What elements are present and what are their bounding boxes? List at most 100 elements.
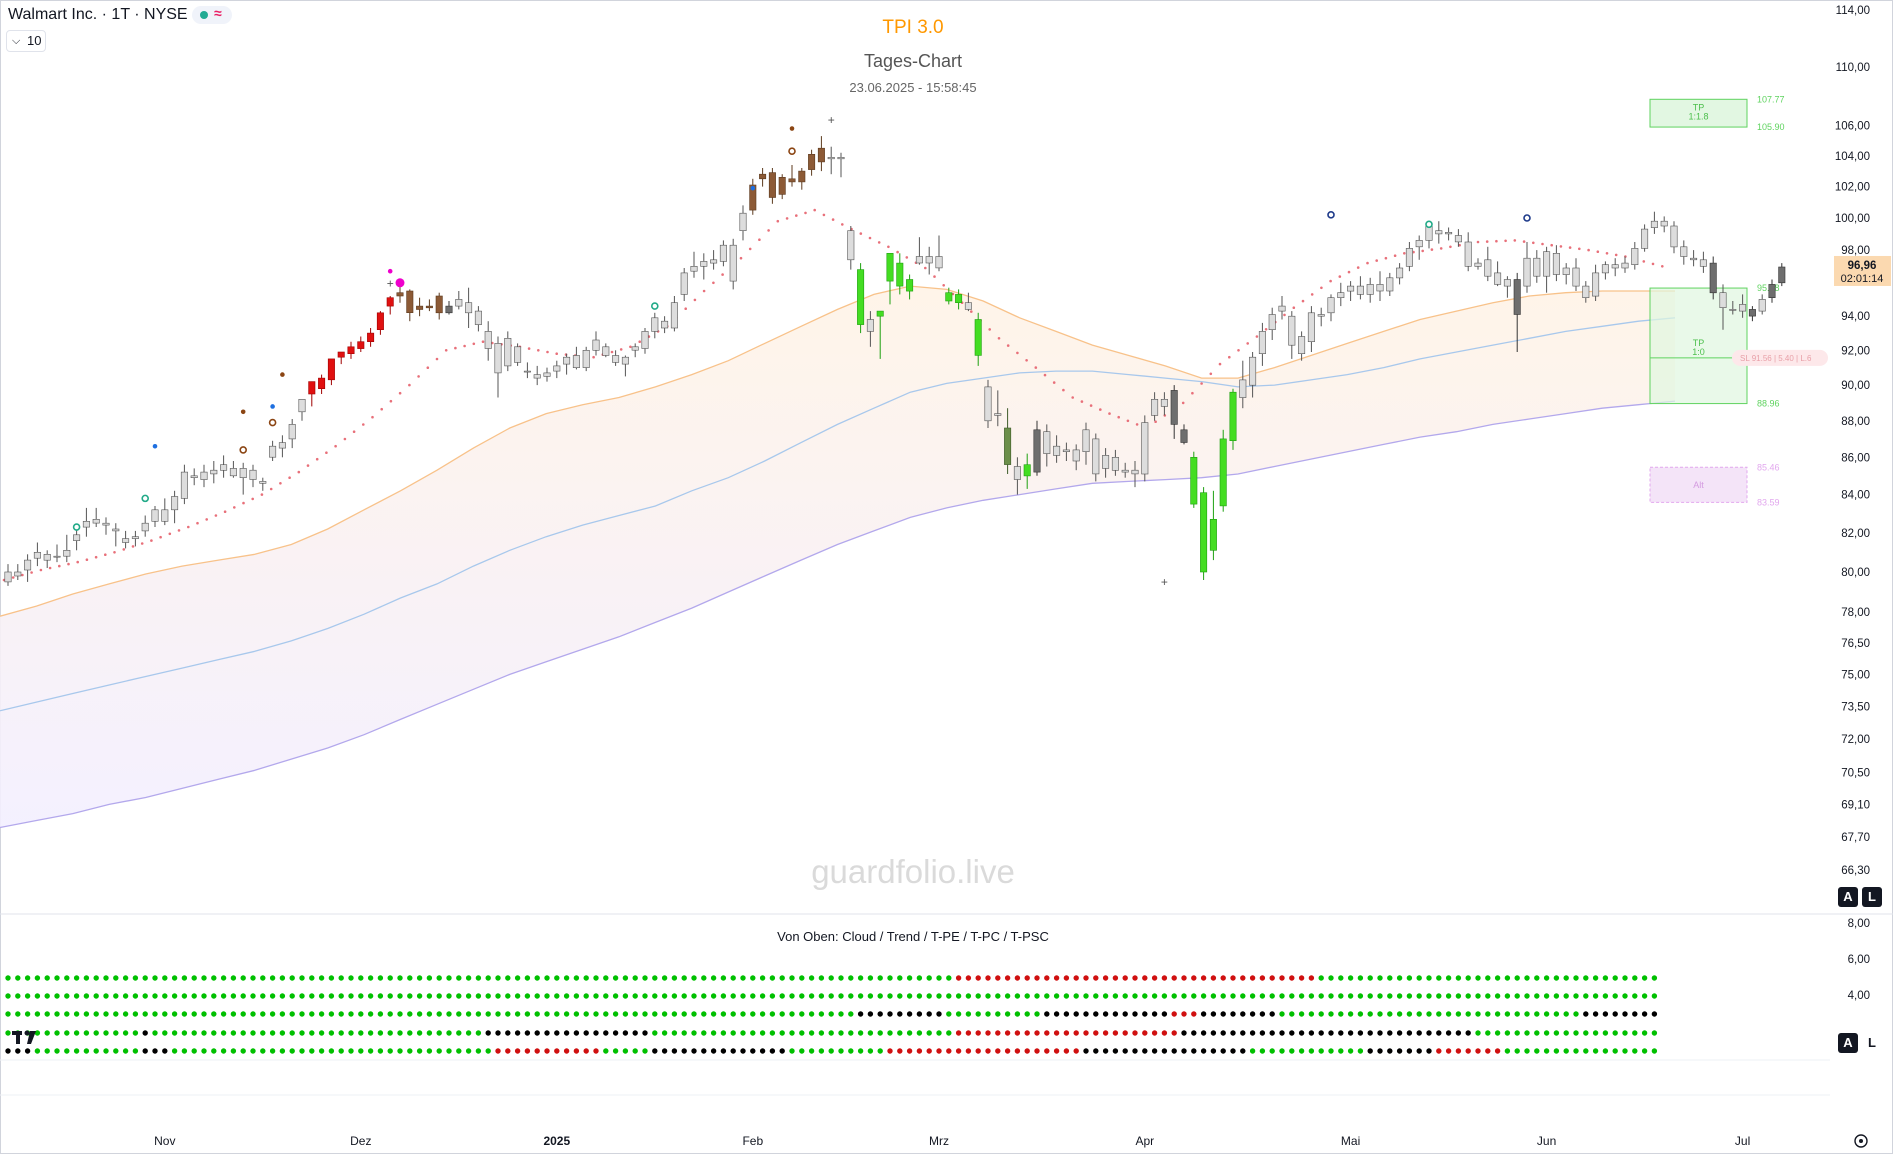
trailing-stop-dot: [758, 238, 761, 241]
candle-body: [161, 509, 169, 522]
lower-panel-dot-t-pc: [309, 1030, 315, 1036]
log-scale-button[interactable]: L: [1862, 887, 1882, 907]
lower-panel-dot-t-pe: [1583, 1011, 1589, 1017]
lower-panel-dot-t-psc: [505, 1048, 511, 1054]
lower-panel-dot-trend: [750, 993, 756, 999]
lower-panel-dot-cloud: [1347, 975, 1354, 981]
lower-panel-dot-t-pc: [1112, 1030, 1119, 1036]
lower-panel-dot-t-pc: [358, 1030, 364, 1036]
symbol-title[interactable]: Walmart Inc. · 1T · NYSE: [8, 6, 188, 23]
trailing-stop-dot: [859, 232, 863, 235]
lower-panel-dot-t-pc: [1063, 1030, 1070, 1036]
lower-panel-dot-trend: [446, 993, 452, 999]
alt-top-price: 85.46: [1757, 462, 1780, 472]
lower-panel-dot-t-pc: [1641, 1030, 1648, 1036]
lower-panel-dot-cloud: [554, 975, 560, 981]
lower-panel-dot-t-psc: [906, 1048, 913, 1054]
candle-body: [886, 253, 894, 282]
lower-panel-dot-t-pe: [661, 1011, 668, 1017]
lower-panel-dot-t-psc: [848, 1048, 854, 1054]
lower-panel-dot-t-pe: [1259, 1011, 1266, 1017]
lower-panel-dot-t-pe: [1377, 1011, 1383, 1017]
lower-panel-dot-cloud: [1524, 975, 1530, 981]
lower-panel-dot-cloud: [1269, 975, 1275, 981]
lower-panel-dot-t-pc: [701, 1030, 707, 1036]
candle-body: [1464, 241, 1472, 267]
lower-panel-dot-trend: [240, 993, 246, 999]
lower-panel-dot-trend: [769, 993, 776, 999]
trailing-stop-dot: [988, 328, 991, 331]
signal-dot-icon: [387, 268, 393, 274]
lower-panel-dot-t-pe: [367, 1011, 374, 1017]
lower-panel-dot-t-psc: [946, 1048, 952, 1054]
price-axis-label: 114,00: [1836, 5, 1870, 17]
lower-panel-dot-t-psc: [1534, 1048, 1540, 1054]
lower-panel-dot-t-psc: [1563, 1048, 1569, 1054]
lower-panel-dot-t-pe: [1249, 1011, 1256, 1017]
lower-panel-dot-t-pe: [1181, 1011, 1187, 1017]
lower-panel-dot-t-pc: [1308, 1030, 1315, 1036]
candle-body: [984, 386, 992, 422]
lower-panel-dot-trend: [250, 993, 256, 999]
lower-panel-dot-t-pe: [1367, 1011, 1373, 1017]
lower-panel-dot-cloud: [299, 975, 305, 981]
trailing-stop-dot: [104, 553, 107, 556]
lower-panel-dot-trend: [563, 993, 570, 999]
lower-auto-scale-button[interactable]: A: [1838, 1033, 1858, 1053]
lower-panel-dot-cloud: [603, 975, 609, 981]
lower-panel-dot-trend: [955, 993, 962, 999]
lower-panel-dot-trend: [289, 993, 295, 999]
lower-panel-dot-t-psc: [701, 1048, 707, 1054]
lower-panel-dot-t-pe: [1641, 1011, 1648, 1017]
trailing-stop-dot: [1218, 362, 1222, 366]
lower-panel-dot-t-pc: [456, 1030, 462, 1036]
lower-panel-dot-trend: [1485, 993, 1491, 999]
lower-panel-dot-t-pe: [1230, 1011, 1236, 1017]
candle-body: [33, 551, 41, 559]
lower-panel-dot-t-psc: [622, 1048, 629, 1054]
candle-body: [1219, 438, 1227, 507]
lower-panel-dot-cloud: [1083, 975, 1089, 981]
lower-panel-dot-t-pc: [1524, 1030, 1530, 1036]
lower-panel-dot-t-pc: [681, 1030, 687, 1036]
lower-panel-dot-cloud: [367, 975, 374, 981]
tp2-top-price: 107.77: [1757, 94, 1785, 104]
lower-log-scale-button[interactable]: L: [1862, 1033, 1882, 1053]
lower-panel-dot-t-pe: [171, 1011, 178, 1017]
lower-panel-dot-t-pe: [1357, 1011, 1364, 1017]
lower-panel-dot-t-psc: [485, 1048, 491, 1054]
lower-panel-dot-t-psc: [1445, 1048, 1452, 1054]
candle-body: [465, 302, 473, 314]
price-axis-label: 110,00: [1836, 62, 1870, 74]
lower-panel-dot-t-pe: [34, 1011, 41, 1017]
lower-panel-dot-cloud: [162, 975, 168, 981]
lower-panel-dot-t-psc: [1053, 1048, 1060, 1054]
indicators-collapse-button[interactable]: ⌵ 10: [6, 30, 46, 52]
lower-panel-dot-trend: [593, 993, 599, 999]
lower-panel-dot-t-psc: [1592, 1048, 1599, 1054]
auto-scale-button[interactable]: A: [1838, 887, 1858, 907]
lower-panel-dot-t-pc: [1622, 1030, 1628, 1036]
lower-panel-dot-cloud: [946, 975, 952, 981]
logo-part: [27, 1031, 36, 1044]
market-status-pill[interactable]: ≈: [192, 5, 232, 24]
lower-panel-dot-trend: [1289, 993, 1295, 999]
lower-panel-dot-cloud: [926, 975, 932, 981]
candle-body: [1572, 267, 1580, 287]
lower-panel-dot-trend: [1093, 993, 1099, 999]
lower-panel-dot-t-psc: [289, 1048, 295, 1054]
candle-body: [249, 469, 257, 480]
lower-panel-dot-t-pe: [1053, 1011, 1060, 1017]
lower-panel-dot-t-pe: [955, 1011, 962, 1017]
chevron-down-icon: ⌵: [12, 35, 21, 47]
lower-panel-dot-t-pe: [1436, 1011, 1442, 1017]
candle-body: [798, 170, 806, 183]
lower-panel-dot-trend: [857, 993, 864, 999]
candle-body: [592, 339, 600, 351]
lower-panel-dot-t-pc: [1259, 1030, 1266, 1036]
trailing-stop-dot: [1578, 247, 1581, 251]
lower-panel-dot-trend: [1338, 993, 1344, 999]
lower-panel-dot-trend: [897, 993, 903, 999]
lower-panel-dot-t-psc: [367, 1048, 374, 1054]
